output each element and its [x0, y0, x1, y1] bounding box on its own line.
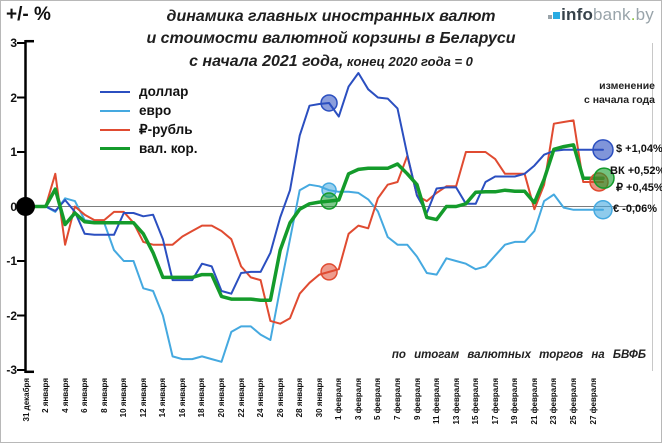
x-tick-label: 22 января	[236, 378, 246, 418]
change-since-year-start-note: изменение с начала года	[584, 79, 655, 107]
x-tick-label: 6 января	[80, 378, 90, 413]
x-tick-label: 28 января	[295, 378, 305, 418]
legend-label: евро	[139, 103, 172, 118]
logo-text-dot: .	[630, 5, 636, 24]
month-end-marker	[320, 94, 338, 112]
series-line-4	[24, 143, 605, 302]
x-tick-label: 16 января	[177, 378, 187, 418]
x-tick-label: 24 января	[256, 378, 266, 418]
origin-dot	[16, 197, 35, 216]
legend-label: доллар	[139, 84, 189, 99]
end-value-label: ВК +0,52%	[610, 165, 662, 178]
end-value-label: € -0,06%	[613, 202, 658, 215]
x-tick-label: 3 февраля	[353, 378, 363, 421]
x-tick-label: 21 февраля	[529, 378, 539, 425]
chart-title: динамика главных иностранных валют и сто…	[70, 6, 592, 73]
x-tick-label: 9 февраля	[412, 378, 422, 421]
y-tick-label: -1	[6, 254, 17, 268]
chart-title-line3-small: конец 2020 года = 0	[343, 53, 473, 69]
change-note-line1: изменение	[599, 80, 655, 92]
x-tick-label: 5 февраля	[373, 378, 383, 421]
x-tick-label: 12 января	[138, 378, 148, 418]
logo-green-square-icon	[548, 15, 553, 19]
series-line-2	[25, 183, 604, 363]
chart-legend: доллар евро ₽-рубль вал. кор.	[100, 82, 198, 158]
legend-line-swatch	[100, 128, 130, 131]
x-tick-label: 2 января	[41, 378, 51, 413]
x-tick-label: 26 января	[275, 378, 285, 418]
legend-item: евро	[100, 101, 198, 120]
logo-text-by: by	[635, 5, 654, 24]
y-axis-unit-label: +/- %	[6, 4, 51, 25]
series-end-marker	[592, 139, 614, 161]
x-tick-label: 31 декабря	[21, 378, 31, 422]
y-tick-label: 1	[10, 145, 17, 159]
x-tick-label: 7 февраля	[392, 378, 402, 421]
logo-text-info: info	[561, 5, 594, 24]
x-tick-label: 17 февраля	[490, 378, 500, 425]
x-tick-label: 19 февраля	[510, 378, 520, 425]
series-line-3	[25, 119, 604, 325]
x-tick-label: 10 января	[119, 378, 129, 418]
x-tick-label: 25 февраля	[568, 378, 578, 425]
y-tick-label: 2	[10, 90, 17, 105]
legend-item: ₽-рубль	[100, 120, 198, 139]
chart-title-line1: динамика главных иностранных валют	[166, 8, 496, 25]
end-value-label: $ +1,04%	[616, 142, 662, 155]
x-tick-label: 27 февраля	[588, 378, 598, 425]
x-tick-label: 18 января	[197, 378, 207, 418]
chart-title-line3-main: с начала 2021 года,	[189, 52, 344, 70]
legend-line-swatch	[100, 90, 130, 93]
source-note: по итогам валютных торгов на БВФБ	[391, 349, 646, 361]
series-line-1	[25, 72, 604, 295]
logo-blue-square-icon	[553, 12, 561, 19]
x-tick-label: 23 февраля	[549, 378, 559, 425]
x-tick-label: 20 января	[217, 378, 227, 418]
legend-item: вал. кор.	[100, 139, 198, 158]
y-tick-label: -3	[6, 363, 17, 377]
x-tick-label: 11 февраля	[432, 378, 442, 425]
x-tick-label: 30 января	[314, 378, 324, 418]
series-end-marker	[593, 167, 615, 189]
legend-label: вал. кор.	[139, 141, 198, 156]
y-tick-label: 3	[10, 36, 17, 50]
month-end-marker	[320, 263, 338, 281]
series-end-marker	[593, 200, 613, 220]
legend-item: доллар	[100, 82, 198, 101]
x-tick-label: 13 февраля	[451, 378, 461, 425]
legend-line-swatch	[100, 147, 130, 150]
end-value-label: ₽ +0,45%	[616, 181, 662, 194]
x-tick-label: 1 февраля	[334, 378, 344, 421]
change-note-line2: с начала года	[583, 94, 655, 107]
x-tick-label: 14 января	[158, 378, 168, 418]
y-tick-label: 0	[10, 199, 17, 214]
month-end-marker	[320, 192, 338, 210]
legend-line-swatch	[100, 109, 130, 112]
chart-title-line3: с начала 2021 года, конец 2020 года = 0	[70, 51, 592, 73]
chart-title-line2: и стоимости валютной корзины в Беларуси	[146, 30, 516, 48]
x-tick-label: 4 января	[60, 378, 70, 413]
x-tick-label: 8 января	[99, 378, 109, 413]
x-tick-label: 15 февраля	[471, 378, 481, 425]
y-tick-label: -2	[6, 308, 17, 323]
legend-label: ₽-рубль	[139, 121, 193, 137]
logo-text-bank: bank	[593, 5, 631, 24]
infobank-logo[interactable]: infobank.by	[548, 5, 654, 25]
